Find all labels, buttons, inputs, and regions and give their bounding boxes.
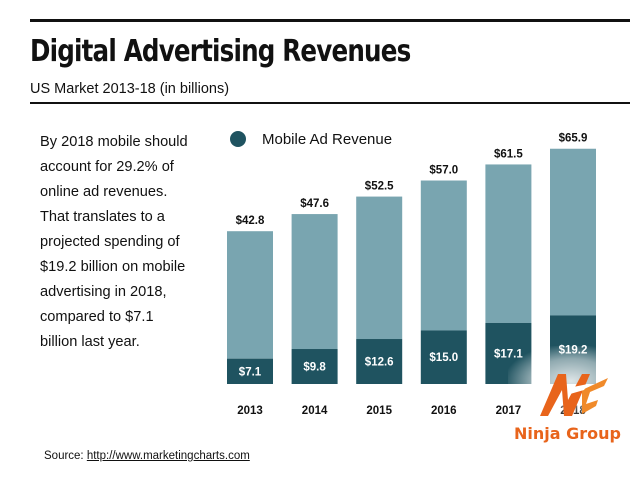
total-value-label: $57.0	[429, 165, 458, 177]
mobile-value-label: $9.8	[303, 362, 326, 374]
blurb-line: By 2018 mobile should	[40, 134, 188, 150]
chart-legend: Mobile Ad Revenue	[230, 129, 392, 149]
bar-other-revenue	[485, 164, 532, 323]
page-title: Digital Advertising Revenues	[30, 34, 411, 69]
source-link[interactable]: http://www.marketingcharts.com	[86, 450, 250, 462]
legend-label: Mobile Ad Revenue	[262, 130, 393, 148]
header-rule	[30, 102, 630, 104]
category-label: 2016	[431, 405, 457, 417]
blurb-line: account for 29.2% of	[40, 159, 174, 175]
mobile-value-label: $7.1	[239, 366, 262, 378]
source-prefix: Source:	[44, 450, 87, 462]
category-label: 2013	[237, 405, 263, 417]
category-label: 2015	[366, 405, 392, 417]
total-value-label: $52.5	[365, 181, 394, 193]
top-rule	[30, 19, 630, 22]
legend-swatch	[230, 131, 246, 147]
blurb-line: compared to $7.1	[40, 309, 154, 325]
bar-other-revenue	[550, 148, 596, 316]
total-value-label: $42.8	[236, 215, 265, 227]
bar-other-revenue	[227, 231, 273, 359]
category-label: 2014	[302, 405, 328, 417]
blurb-text: By 2018 mobile should account for 29.2% …	[40, 130, 210, 355]
blurb-line: online ad revenues.	[40, 184, 168, 200]
total-value-label: $65.9	[559, 133, 588, 145]
mobile-value-label: $15.0	[429, 352, 458, 364]
bar-other-revenue	[291, 214, 338, 350]
blurb-line: $19.2 billion on mobile	[40, 259, 186, 275]
page-subtitle: US Market 2013-18 (in billions)	[30, 81, 230, 97]
bar-mobile-revenue	[420, 330, 467, 384]
bar-mobile-revenue	[227, 358, 273, 384]
total-value-label: $47.6	[300, 198, 329, 210]
mobile-value-label: $12.6	[365, 357, 394, 369]
bar-mobile-revenue	[356, 339, 403, 384]
source-note: Source: http://www.marketingcharts.com	[44, 450, 250, 462]
logo-text: Ninja Group	[514, 424, 621, 443]
bar-other-revenue	[420, 180, 467, 331]
ninja-group-logo-icon	[540, 374, 608, 416]
blurb-line: billion last year.	[40, 334, 140, 350]
blurb-line: advertising in 2018,	[40, 284, 167, 300]
blurb-line: That translates to a	[40, 209, 165, 225]
ninja-group-logo: Ninja Group	[508, 346, 634, 446]
total-value-label: $61.5	[494, 148, 523, 160]
blurb-line: projected spending of	[40, 234, 180, 250]
bar-other-revenue	[356, 196, 403, 340]
bar-mobile-revenue	[291, 349, 338, 384]
